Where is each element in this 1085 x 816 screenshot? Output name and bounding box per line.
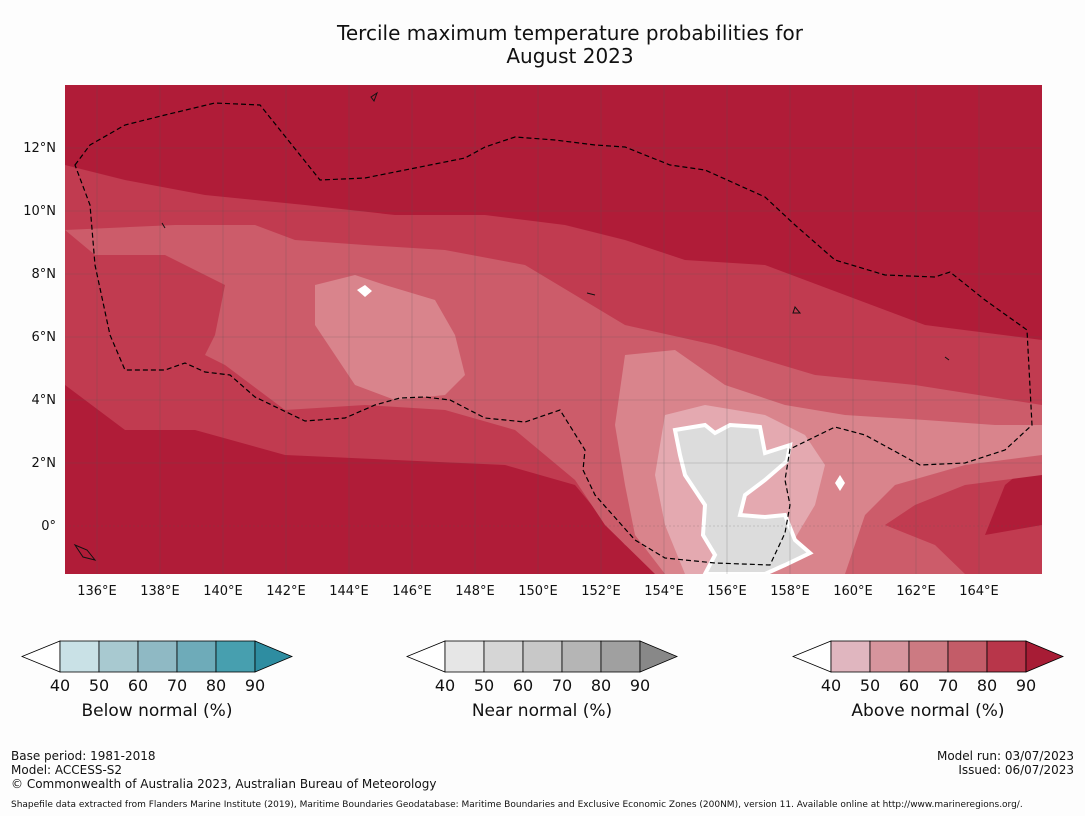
legend-tick: 70 [937, 676, 959, 695]
eez-boundary [74, 102, 1033, 566]
lat-label-0: 0° [41, 519, 56, 534]
model-run: Model run: 03/07/2023 [936, 749, 1074, 763]
lon-label-140e: 140°E [203, 584, 243, 599]
lat-label-10n: 10°N [23, 204, 56, 219]
shapefile-credit: Shapefile data extracted from Flanders M… [11, 800, 1023, 810]
footer-left: Base period: 1981-2018 Model: ACCESS-S2 … [11, 749, 436, 791]
lat-label-12n: 12°N [23, 141, 56, 156]
lat-label-6n: 6°N [31, 330, 57, 345]
lon-label-156e: 156°E [707, 584, 747, 599]
lon-label-150e: 150°E [518, 584, 558, 599]
lon-label-138e: 138°E [140, 584, 180, 599]
region-near-normal [672, 422, 814, 574]
lon-label-164e: 164°E [959, 584, 999, 599]
title-line-1: Tercile maximum temperature probabilitie… [337, 21, 803, 45]
lon-label-160e: 160°E [833, 584, 873, 599]
title-line-2: August 2023 [506, 44, 634, 68]
lon-label-158e: 158°E [770, 584, 810, 599]
legend-tick: 60 [512, 676, 534, 695]
lon-label-146e: 146°E [392, 584, 432, 599]
chart-title: Tercile maximum temperature probabilitie… [270, 22, 870, 68]
lon-label-162e: 162°E [896, 584, 936, 599]
legend-tick: 80 [590, 676, 612, 695]
spot-white-2 [835, 475, 845, 491]
graticule [65, 85, 1042, 574]
copyright: © Commonwealth of Australia 2023, Austra… [11, 777, 437, 791]
lon-label-148e: 148°E [455, 584, 495, 599]
base-period: Base period: 1981-2018 [11, 749, 156, 763]
colorbar-near-normal [406, 640, 678, 673]
lon-label-136e: 136°E [77, 584, 117, 599]
lon-label-154e: 154°E [644, 584, 684, 599]
spot-white-1 [357, 285, 372, 297]
lat-label-2n: 2°N [31, 456, 57, 471]
legend-title-below: Below normal (%) [81, 701, 233, 721]
colorbar-above-normal [792, 640, 1064, 673]
legend-tick: 90 [629, 676, 651, 695]
legend-tick: 40 [434, 676, 456, 695]
legend-above-normal [792, 640, 1064, 730]
legend-tick: 60 [898, 676, 920, 695]
legend-tick: 50 [859, 676, 881, 695]
footer-right: Model run: 03/07/2023 Issued: 06/07/2023 [937, 749, 1074, 777]
legend-tick: 50 [473, 676, 495, 695]
legend-title-near: Near normal (%) [471, 701, 613, 721]
legend-tick: 40 [49, 676, 71, 695]
issued-date: Issued: 06/07/2023 [958, 763, 1074, 777]
probability-map [65, 85, 1042, 574]
legend-tick: 70 [551, 676, 573, 695]
legend-below-normal [21, 640, 293, 730]
legend-title-above: Above normal (%) [851, 701, 1005, 721]
lon-label-142e: 142°E [266, 584, 306, 599]
legend-tick: 90 [1015, 676, 1037, 695]
legend-tick: 50 [88, 676, 110, 695]
colorbar-below-normal [21, 640, 293, 673]
island-outlines [73, 91, 950, 561]
legend-tick: 70 [166, 676, 188, 695]
lon-label-144e: 144°E [329, 584, 369, 599]
lat-label-4n: 4°N [31, 393, 57, 408]
lon-label-152e: 152°E [581, 584, 621, 599]
lat-label-8n: 8°N [31, 267, 57, 282]
legend-tick: 80 [205, 676, 227, 695]
legend-tick: 80 [976, 676, 998, 695]
legend-near-normal [406, 640, 678, 730]
legend-tick: 90 [244, 676, 266, 695]
legend-tick: 40 [820, 676, 842, 695]
model-name: Model: ACCESS-S2 [11, 763, 123, 777]
legend-tick: 60 [127, 676, 149, 695]
